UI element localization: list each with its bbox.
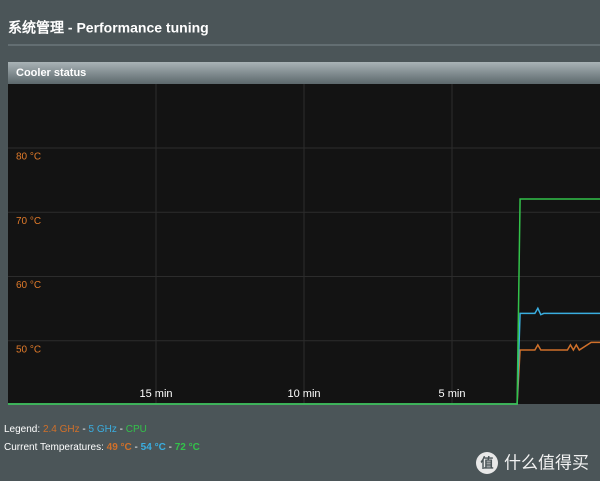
- separator: -: [82, 424, 85, 435]
- panel-title: Cooler status: [16, 67, 86, 79]
- legend: Legend: 2.4 GHz - 5 GHz - CPU: [4, 424, 147, 435]
- legend-entry: 5 GHz: [89, 424, 117, 435]
- separator: -: [169, 442, 172, 453]
- y-tick-label: 60 °C: [16, 280, 41, 291]
- watermark-logo: [476, 452, 498, 474]
- x-tick-label: 15 min: [139, 388, 172, 400]
- temperature: 54 °C: [141, 442, 166, 453]
- x-tick-label: 10 min: [287, 388, 320, 400]
- x-tick-label: 5 min: [439, 388, 466, 400]
- temperature: 72 °C: [175, 442, 200, 453]
- series-line: [8, 306, 600, 405]
- temperature: 49 °C: [107, 442, 132, 453]
- current-temperatures: Current Temperatures: 49 °C - 54 °C - 72…: [4, 442, 200, 453]
- chart: 50 °C 60 °C 70 °C 80 °C 15 min 10 min 5 min: [8, 84, 600, 405]
- panel-header: [8, 62, 600, 84]
- series-line: [8, 198, 600, 405]
- separator: -: [135, 442, 138, 453]
- y-tick-label: 70 °C: [16, 216, 41, 227]
- y-tick-label: 50 °C: [16, 344, 41, 355]
- legend-label: Legend:: [4, 424, 40, 435]
- series-line: [8, 341, 600, 405]
- page-title: 系统管理 - Performance tuning: [8, 20, 209, 36]
- watermark-text: 什么值得买: [504, 453, 589, 472]
- watermark-icon: 值: [480, 455, 493, 470]
- separator: -: [120, 424, 123, 435]
- legend-entry: CPU: [126, 424, 147, 435]
- status-label: Current Temperatures:: [4, 442, 104, 453]
- legend-entry: 2.4 GHz: [43, 424, 80, 435]
- y-tick-label: 80 °C: [16, 152, 41, 163]
